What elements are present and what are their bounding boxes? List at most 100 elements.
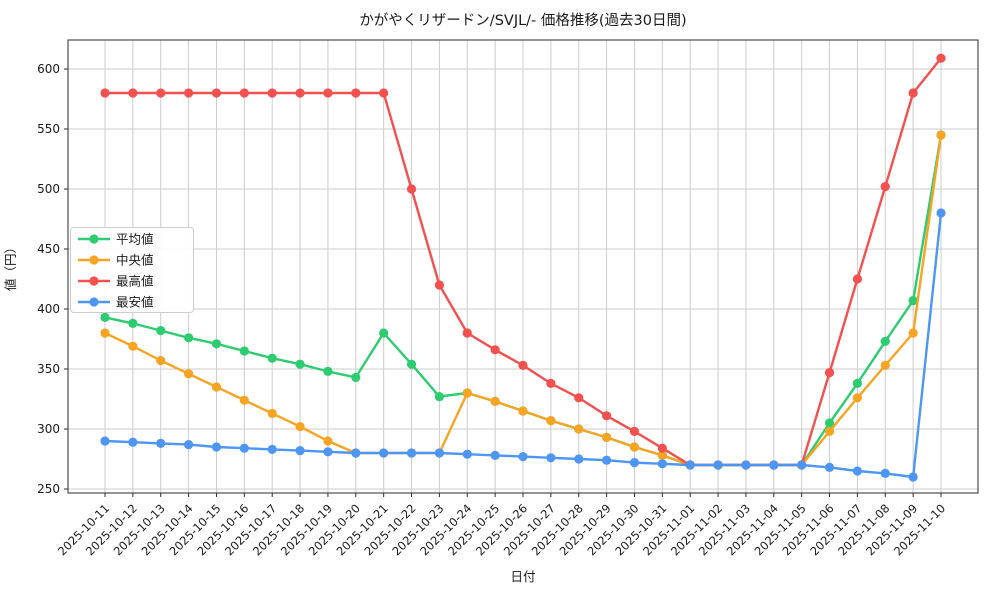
- legend-marker-average: [89, 234, 99, 244]
- y-tick-label: 350: [37, 362, 60, 376]
- marker-max: [267, 88, 277, 98]
- marker-average: [100, 312, 110, 322]
- y-tick-label: 600: [37, 62, 60, 76]
- marker-median: [100, 328, 110, 338]
- marker-min: [685, 460, 695, 470]
- marker-median: [239, 395, 249, 405]
- marker-average: [295, 359, 305, 369]
- marker-min: [880, 468, 890, 478]
- marker-max: [128, 88, 138, 98]
- marker-average: [908, 296, 918, 306]
- y-tick-label: 500: [37, 182, 60, 196]
- marker-min: [824, 462, 835, 472]
- marker-max: [657, 443, 667, 453]
- legend-marker-max: [89, 276, 99, 286]
- marker-min: [936, 208, 946, 218]
- marker-average: [852, 378, 863, 388]
- legend-marker-min: [89, 297, 99, 307]
- marker-median: [852, 393, 863, 403]
- marker-average: [351, 372, 361, 382]
- marker-median: [490, 396, 500, 406]
- marker-median: [880, 360, 890, 370]
- marker-max: [462, 328, 472, 338]
- marker-min: [434, 448, 444, 458]
- marker-average: [156, 326, 166, 336]
- marker-max: [323, 88, 333, 98]
- y-tick-label: 300: [37, 422, 60, 436]
- marker-median: [908, 328, 918, 338]
- marker-min: [852, 466, 863, 476]
- marker-min: [657, 459, 667, 469]
- legend-label-median: 中央値: [116, 253, 154, 268]
- marker-max: [880, 182, 890, 192]
- marker-max: [100, 88, 110, 98]
- marker-median: [574, 424, 584, 434]
- y-tick-label: 400: [37, 302, 60, 316]
- marker-min: [379, 448, 389, 458]
- marker-max: [852, 274, 863, 284]
- marker-min: [295, 446, 305, 456]
- marker-median: [936, 130, 946, 140]
- marker-min: [406, 448, 417, 458]
- marker-min: [128, 437, 138, 447]
- marker-min: [602, 455, 612, 465]
- plot-area: 2503003504004505005506002025-10-112025-1…: [37, 39, 979, 558]
- marker-average: [267, 353, 277, 363]
- marker-median: [629, 442, 640, 452]
- marker-min: [629, 458, 640, 468]
- marker-max: [295, 88, 305, 98]
- marker-average: [239, 346, 249, 356]
- marker-min: [323, 447, 333, 457]
- marker-average: [406, 359, 417, 369]
- marker-max: [824, 368, 835, 378]
- marker-max: [156, 88, 166, 98]
- legend-label-average: 平均値: [116, 232, 154, 247]
- marker-min: [908, 472, 918, 482]
- chart-title: かがやくリザードン/SVJL/- 価格推移(過去30日間): [359, 12, 686, 29]
- marker-max: [434, 280, 444, 290]
- marker-max: [406, 184, 417, 194]
- marker-min: [156, 438, 166, 448]
- marker-median: [128, 341, 138, 351]
- marker-min: [100, 436, 110, 446]
- marker-average: [128, 318, 138, 328]
- marker-average: [184, 333, 194, 343]
- marker-max: [629, 426, 640, 436]
- marker-average: [880, 336, 890, 346]
- marker-min: [211, 442, 222, 452]
- y-tick-label: 450: [37, 242, 60, 256]
- marker-min: [490, 450, 500, 460]
- marker-median: [518, 406, 528, 416]
- marker-min: [741, 460, 751, 470]
- y-axis-label: 値（円）: [3, 241, 18, 291]
- y-tick-label: 550: [37, 122, 60, 136]
- marker-median: [211, 382, 222, 392]
- y-tick-label: 250: [37, 482, 60, 496]
- marker-max: [490, 345, 500, 355]
- marker-average: [323, 366, 333, 376]
- marker-min: [462, 449, 472, 459]
- marker-median: [184, 369, 194, 379]
- marker-max: [239, 88, 249, 98]
- marker-average: [211, 339, 222, 349]
- marker-max: [546, 378, 556, 388]
- marker-max: [602, 411, 612, 421]
- legend-marker-median: [89, 255, 99, 265]
- marker-median: [657, 450, 667, 460]
- marker-min: [797, 460, 807, 470]
- marker-median: [602, 432, 612, 442]
- marker-min: [239, 443, 249, 453]
- marker-median: [546, 416, 556, 426]
- marker-median: [295, 422, 305, 432]
- marker-min: [713, 460, 723, 470]
- marker-min: [184, 440, 194, 450]
- marker-max: [908, 88, 918, 98]
- marker-min: [574, 454, 584, 464]
- marker-average: [434, 392, 444, 402]
- marker-average: [824, 418, 835, 428]
- marker-min: [267, 444, 277, 454]
- marker-min: [518, 452, 528, 462]
- marker-median: [267, 408, 277, 418]
